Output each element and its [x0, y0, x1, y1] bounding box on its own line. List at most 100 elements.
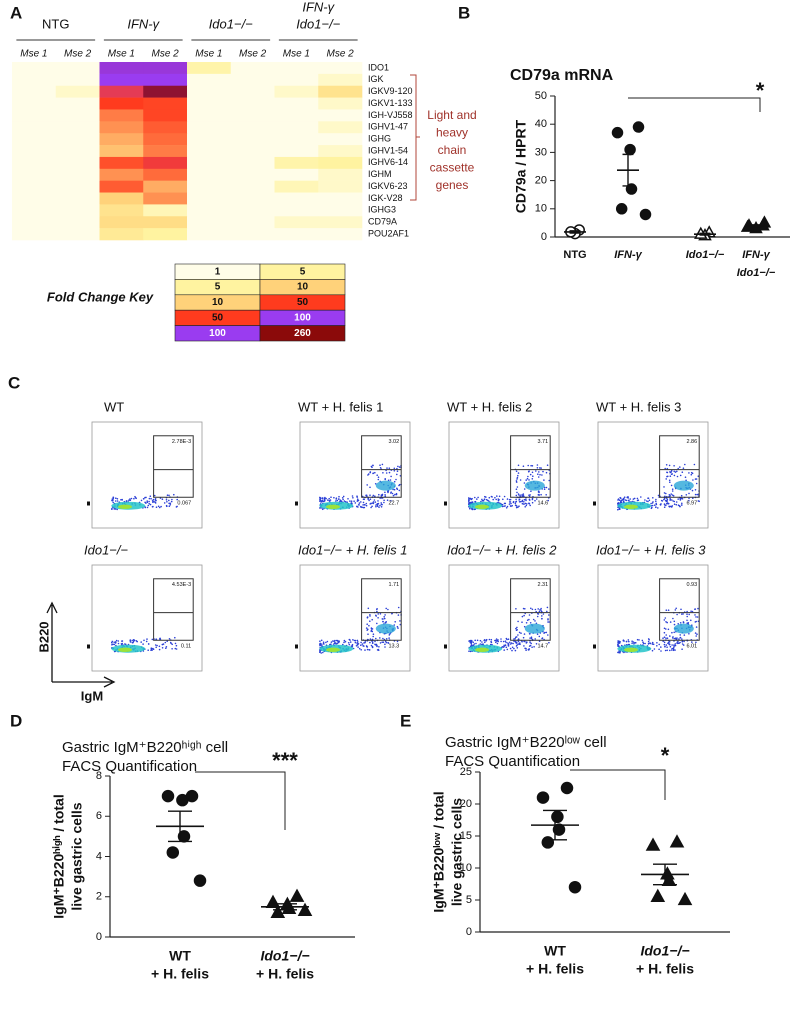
gate-value: 6.01: [686, 644, 697, 650]
heat-cell: [230, 204, 275, 217]
event-dot: [540, 610, 543, 613]
event-dot: [666, 497, 668, 500]
event-dot: [524, 640, 526, 643]
event-dot: [506, 505, 509, 508]
event-dot: [547, 621, 549, 623]
event-dot: [697, 500, 700, 502]
heat-cell: [99, 62, 144, 75]
plot-frame: [299, 421, 411, 529]
event-dot: [352, 497, 354, 499]
event-dot: [369, 486, 371, 489]
event-dot: [129, 498, 131, 500]
event-dot: [362, 504, 364, 506]
x-tick-label: WT: [169, 948, 191, 964]
heat-cell: [143, 228, 188, 241]
event-dot: [370, 628, 373, 630]
event-dot: [341, 497, 344, 499]
event-dot: [684, 476, 687, 479]
data-point: [176, 793, 189, 807]
heat-cell: [318, 180, 363, 193]
event-dot: [543, 479, 545, 481]
event-dot: [516, 626, 518, 629]
event-dot: [121, 642, 123, 645]
event-dot: [155, 646, 157, 649]
event-dot: [628, 500, 630, 502]
event-dot: [636, 638, 639, 641]
heat-cell: [187, 192, 232, 205]
event-dot: [669, 621, 672, 623]
event-dot: [519, 479, 522, 481]
event-dot: [356, 505, 358, 508]
heat-cell: [55, 204, 100, 217]
event-dot: [398, 484, 400, 487]
event-dot: [343, 500, 346, 502]
heat-cell: [274, 204, 319, 217]
heat-cell: [230, 85, 275, 98]
heat-cell: [318, 97, 363, 110]
event-dot: [651, 506, 653, 509]
event-dot: [468, 640, 470, 642]
significance-bracket: [570, 769, 666, 800]
event-dot: [526, 619, 529, 621]
event-dot: [676, 613, 678, 616]
heat-cell: [55, 156, 100, 170]
event-dot: [690, 610, 692, 612]
event-dot: [535, 470, 537, 472]
event-dot: [686, 622, 688, 624]
event-dot: [540, 493, 542, 496]
heat-cell: [187, 145, 232, 158]
event-dot: [390, 475, 392, 478]
event-dot: [648, 639, 650, 641]
event-dot: [680, 504, 683, 506]
event-dot: [650, 502, 652, 505]
event-dot: [169, 502, 172, 505]
event-dot: [382, 641, 385, 643]
event-dot: [627, 639, 630, 641]
event-dot: [370, 465, 373, 468]
event-dot: [356, 495, 358, 498]
event-dot: [651, 643, 654, 645]
event-dot: [670, 649, 673, 651]
heat-cell: [318, 73, 363, 87]
data-point: [650, 888, 666, 902]
error-bar: [750, 224, 762, 228]
event-dot: [356, 498, 359, 501]
event-dot: [518, 505, 520, 508]
event-dot: [663, 486, 665, 488]
event-dot: [129, 499, 132, 502]
heat-cell: [12, 97, 57, 110]
chart-title: CD79a mRNA: [510, 67, 614, 84]
event-dot: [334, 639, 336, 642]
axis-marker: [593, 644, 596, 649]
event-dot: [142, 643, 144, 645]
event-dot: [535, 498, 538, 500]
heat-cell: [187, 204, 232, 217]
y-tick-label: 20: [535, 175, 547, 187]
event-dot: [376, 608, 378, 611]
event-dot: [681, 497, 683, 500]
event-dot: [541, 637, 543, 640]
event-dot: [495, 498, 498, 501]
event-dot: [510, 505, 512, 508]
event-dot: [617, 640, 619, 642]
event-dot: [530, 464, 532, 467]
heat-cell: [230, 62, 275, 75]
heat-cell: [274, 145, 319, 158]
event-dot: [168, 505, 171, 508]
event-dot: [482, 499, 485, 502]
event-dot: [665, 634, 667, 636]
event-dot: [530, 636, 533, 638]
event-dot: [128, 499, 130, 502]
plot-title: Ido1−/−: [84, 542, 129, 557]
plot-title: Ido1−/− + H. felis 1: [298, 542, 407, 557]
event-dot: [522, 465, 525, 468]
event-dot: [495, 640, 498, 642]
heat-cell: [318, 192, 363, 205]
event-dot: [358, 502, 361, 504]
event-dot: [375, 637, 377, 640]
event-dot: [623, 496, 626, 499]
event-dot: [396, 488, 399, 491]
event-dot: [372, 633, 375, 635]
event-dot: [671, 631, 673, 634]
